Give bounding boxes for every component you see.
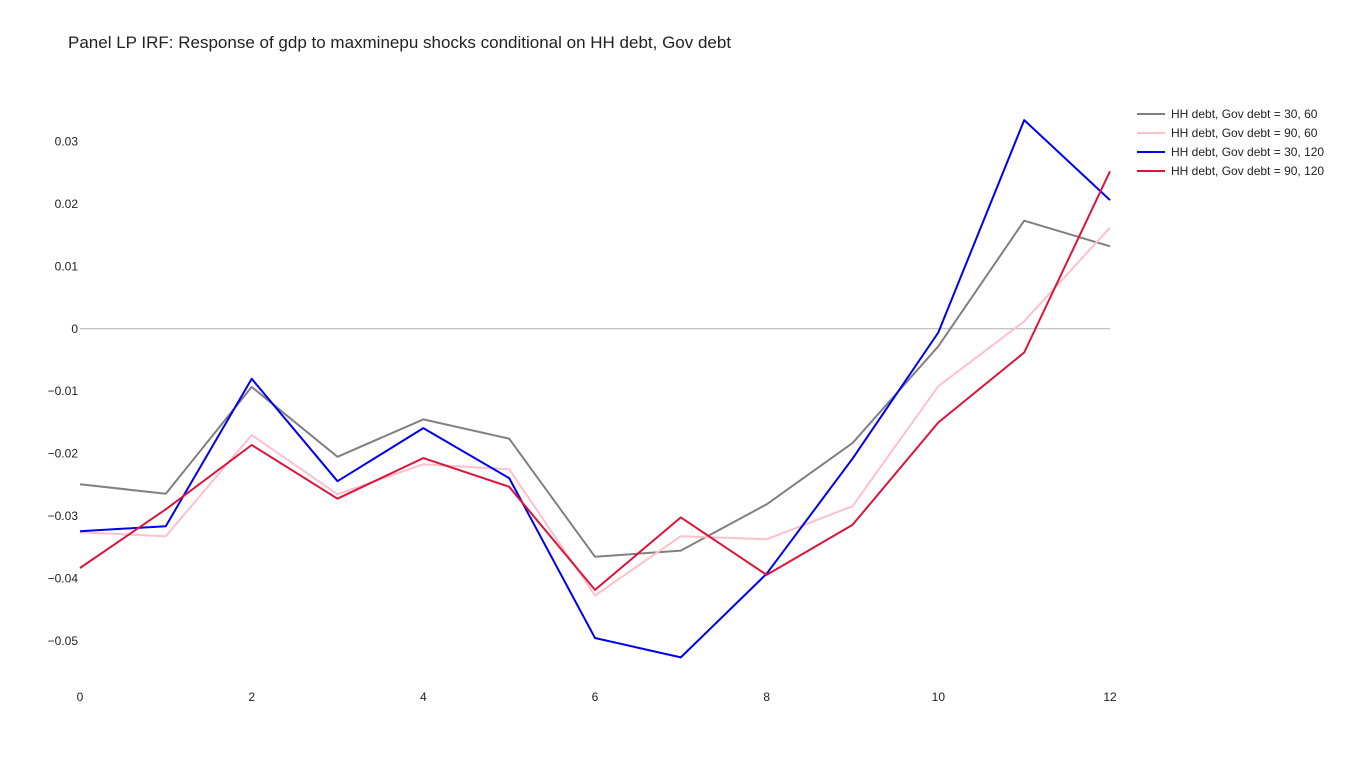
x-tick-label: 4 [420,690,427,704]
chart-title: Panel LP IRF: Response of gdp to maxmine… [68,33,732,52]
y-tick-label: −0.03 [48,509,79,523]
series-line-4 [79,170,1111,591]
legend-item[interactable]: HH debt, Gov debt = 30, 60 [1137,107,1318,121]
x-axis-tick-labels: 0 2 4 6 8 10 12 [77,690,1117,704]
legend-label: HH debt, Gov debt = 30, 120 [1171,145,1324,159]
x-tick-label: 0 [77,690,84,704]
series-lines [79,119,1111,659]
x-tick-label: 12 [1103,690,1117,704]
x-tick-label: 10 [932,690,946,704]
series-line-2 [79,226,1111,597]
y-tick-label: −0.04 [48,572,79,586]
y-tick-label: −0.02 [48,447,79,461]
legend-item[interactable]: HH debt, Gov debt = 30, 120 [1137,145,1324,159]
y-axis-tick-labels: −0.05 −0.04 −0.03 −0.02 −0.01 0 0.01 0.02 0.03 [48,134,79,648]
legend-label: HH debt, Gov debt = 90, 60 [1171,126,1318,140]
x-tick-label: 8 [763,690,770,704]
y-tick-label: 0.03 [55,134,79,148]
x-tick-label: 2 [248,690,255,704]
legend-label: HH debt, Gov debt = 30, 60 [1171,107,1318,121]
legend-label: HH debt, Gov debt = 90, 120 [1171,164,1324,178]
series-line-1 [79,219,1111,558]
series-line-3 [79,119,1111,659]
x-tick-label: 6 [592,690,599,704]
y-tick-label: −0.05 [48,634,79,648]
legend-item[interactable]: HH debt, Gov debt = 90, 60 [1137,126,1318,140]
y-tick-label: −0.01 [48,384,79,398]
y-tick-label: 0.01 [55,259,79,273]
y-tick-label: 0 [71,322,78,336]
legend-item[interactable]: HH debt, Gov debt = 90, 120 [1137,164,1324,178]
y-tick-label: 0.02 [55,197,79,211]
legend[interactable]: HH debt, Gov debt = 30, 60 HH debt, Gov d… [1137,107,1324,178]
